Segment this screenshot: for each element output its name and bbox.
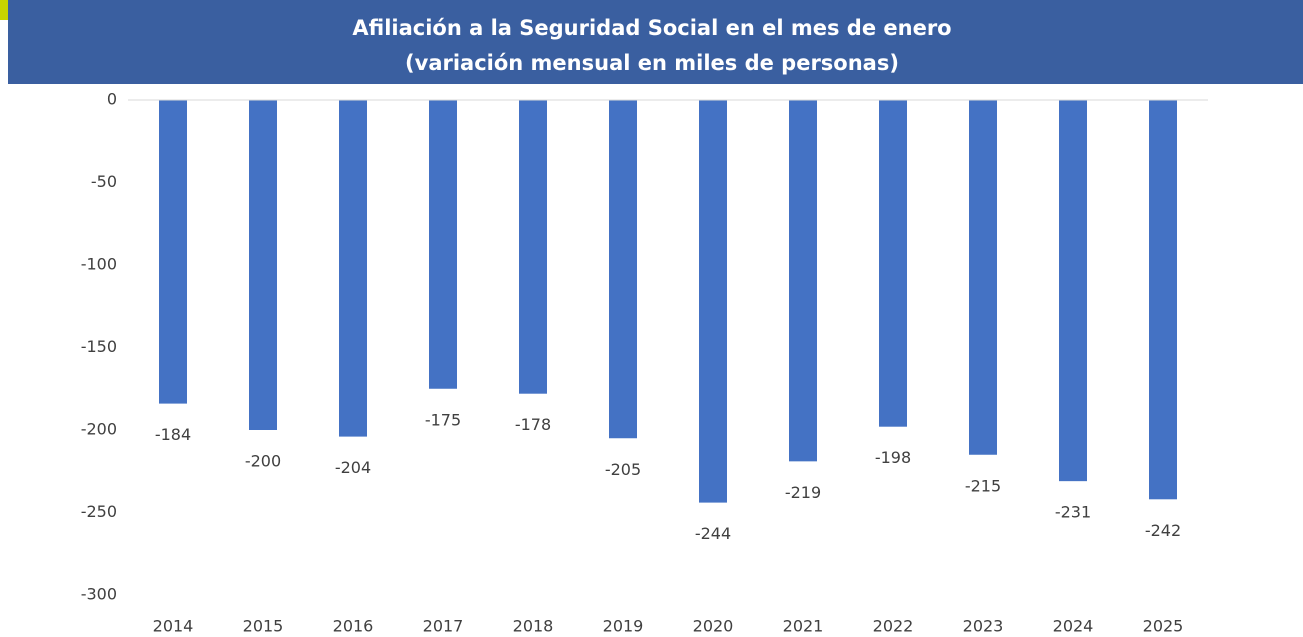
data-label: -204: [335, 458, 371, 477]
x-tick-label: 2020: [693, 617, 734, 636]
chart-title: Afiliación a la Seguridad Social en el m…: [352, 16, 951, 40]
data-label: -215: [965, 476, 1001, 495]
x-tick-label: 2022: [873, 617, 914, 636]
y-tick-label: -50: [91, 172, 117, 191]
x-tick-label: 2014: [153, 617, 194, 636]
bar: [699, 100, 727, 503]
x-tick-label: 2024: [1053, 617, 1094, 636]
data-label: -231: [1055, 503, 1091, 522]
y-tick-label: -200: [81, 420, 117, 439]
data-label: -200: [245, 452, 281, 471]
x-tick-label: 2019: [603, 617, 644, 636]
bar: [789, 100, 817, 462]
y-tick-label: -150: [81, 337, 117, 356]
x-tick-label: 2018: [513, 617, 554, 636]
bar: [1149, 100, 1177, 500]
bar: [339, 100, 367, 437]
bar: [969, 100, 997, 455]
data-label: -219: [785, 483, 821, 502]
chart-subtitle: (variación mensual en miles de personas): [405, 51, 899, 75]
x-tick-label: 2017: [423, 617, 464, 636]
bar: [159, 100, 187, 404]
y-tick-label: -250: [81, 502, 117, 521]
data-label: -244: [695, 524, 731, 543]
bar: [519, 100, 547, 394]
corner-accent: [0, 0, 8, 20]
data-label: -178: [515, 415, 551, 434]
data-label: -198: [875, 448, 911, 467]
y-tick-label: -100: [81, 255, 117, 274]
bar: [429, 100, 457, 389]
data-label: -175: [425, 410, 461, 429]
x-tick-label: 2015: [243, 617, 284, 636]
x-tick-label: 2016: [333, 617, 374, 636]
data-label: -205: [605, 460, 641, 479]
y-tick-label: 0: [107, 90, 117, 109]
x-tick-label: 2021: [783, 617, 824, 636]
bar: [249, 100, 277, 430]
bar: [609, 100, 637, 439]
x-tick-label: 2025: [1143, 617, 1184, 636]
y-tick-label: -300: [81, 585, 117, 604]
bar: [879, 100, 907, 427]
data-label: -242: [1145, 521, 1181, 540]
x-tick-label: 2023: [963, 617, 1004, 636]
data-label: -184: [155, 425, 191, 444]
title-band: [8, 0, 1303, 84]
bar: [1059, 100, 1087, 482]
